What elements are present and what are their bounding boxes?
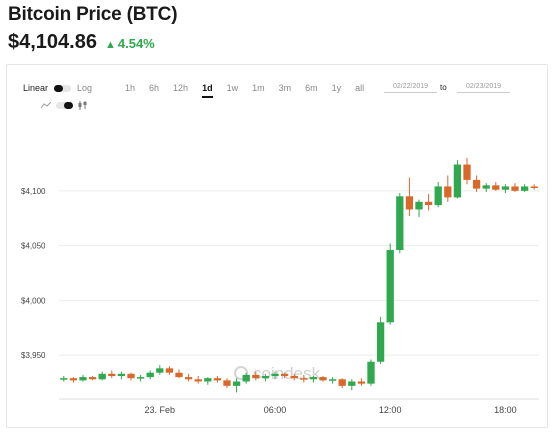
date-separator: to [440, 83, 447, 92]
candle-down[interactable] [88, 377, 97, 380]
candle-down[interactable] [472, 179, 481, 189]
x-tick-label: 06:00 [264, 405, 287, 415]
price-change-value: 4.54% [117, 36, 155, 51]
range-all[interactable]: all [355, 83, 365, 93]
candle-up[interactable] [396, 196, 404, 250]
candle-up[interactable] [242, 374, 250, 382]
date-to-input[interactable] [457, 83, 510, 93]
price-change: ▲ 4.54% [105, 36, 155, 51]
scale-switch[interactable] [54, 84, 72, 92]
watermark-text: coindesk [253, 364, 321, 383]
up-arrow-icon: ▲ [104, 39, 116, 51]
candle-down[interactable] [357, 381, 366, 384]
candle-down[interactable] [252, 374, 260, 379]
candle-up[interactable] [271, 373, 279, 376]
candle-down[interactable] [223, 380, 231, 386]
candle-up[interactable] [136, 377, 145, 379]
candle-down[interactable] [127, 373, 135, 379]
y-tick-label: $3,950 [21, 351, 46, 360]
candle-up[interactable] [520, 186, 529, 191]
range-12h[interactable]: 12h [173, 83, 189, 93]
candle-up[interactable] [482, 185, 490, 189]
candle-up[interactable] [98, 373, 106, 380]
candle-up[interactable] [328, 379, 337, 381]
candlestick-icon[interactable] [78, 101, 87, 110]
y-tick-label: $4,050 [21, 242, 46, 251]
line-chart-icon[interactable] [41, 102, 51, 109]
chart-panel: $3,950 $4,000 $4,050 $4,100 coindesk 23. Feb 0… [6, 64, 548, 428]
candle-up[interactable] [376, 322, 385, 362]
range-3m[interactable]: 3m [278, 83, 292, 93]
scale-toggle: Linear Log [23, 83, 92, 93]
range-1y[interactable]: 1y [331, 83, 342, 93]
range-selector: 1h 6h 12h 1d 1w 1m 3m 6m 1y all [125, 83, 378, 98]
candle-up[interactable] [348, 381, 356, 386]
candle-up[interactable] [367, 361, 375, 384]
candle-up[interactable] [309, 377, 318, 380]
candle-up[interactable] [204, 378, 212, 382]
candle-down[interactable] [424, 201, 433, 206]
range-1h[interactable]: 1h [125, 83, 136, 93]
y-tick-label: $4,100 [21, 187, 46, 196]
candle-up[interactable] [146, 372, 154, 378]
range-1m[interactable]: 1m [252, 83, 265, 93]
range-1d[interactable]: 1d [202, 83, 213, 98]
candle-down[interactable] [463, 164, 471, 180]
candle-up[interactable] [232, 381, 241, 386]
candle-up[interactable] [453, 164, 462, 198]
range-6h[interactable]: 6h [149, 83, 160, 93]
candle-down[interactable] [290, 375, 298, 379]
toggle-switch-icon[interactable] [56, 102, 73, 109]
candle-up[interactable] [501, 186, 510, 190]
price-chart[interactable]: $3,950 $4,000 $4,050 $4,100 coindesk 23. Feb 0… [7, 65, 547, 427]
candle-up[interactable] [386, 249, 394, 323]
current-price: $4,104.86 [8, 31, 97, 53]
candle-down[interactable] [194, 379, 202, 382]
candle-down[interactable] [175, 372, 183, 378]
candle-down[interactable] [492, 185, 500, 190]
candle-down[interactable] [530, 186, 538, 188]
date-from-input[interactable] [384, 83, 437, 93]
candle-down[interactable] [319, 377, 327, 381]
candle-down[interactable] [108, 373, 116, 376]
chart-type-toggle [41, 101, 87, 110]
range-1w[interactable]: 1w [226, 83, 239, 93]
candle-up[interactable] [434, 186, 442, 206]
price-row: $4,104.86 ▲ 4.54% [8, 31, 155, 54]
candle-up[interactable] [117, 373, 126, 376]
candle-down[interactable] [280, 373, 289, 376]
candle-up[interactable] [79, 377, 87, 381]
candle-down[interactable] [213, 378, 222, 381]
candle-down[interactable] [184, 377, 193, 380]
candle-up[interactable] [60, 378, 68, 380]
scale-linear-label[interactable]: Linear [23, 83, 49, 93]
candle-down[interactable] [300, 378, 308, 380]
page-title: Bitcoin Price (BTC) [8, 4, 178, 25]
candle-up[interactable] [415, 201, 423, 210]
coindesk-logo-icon [234, 366, 248, 380]
candle-down[interactable] [444, 186, 452, 198]
candle-down[interactable] [511, 186, 519, 191]
x-tick-label: 18:00 [494, 405, 517, 415]
candle-down[interactable] [69, 378, 78, 381]
candle-up[interactable] [156, 368, 164, 373]
x-tick-label: 12:00 [379, 405, 402, 415]
candle-up[interactable] [261, 375, 270, 379]
candle-down[interactable] [405, 196, 414, 210]
range-6m[interactable]: 6m [305, 83, 318, 93]
y-tick-label: $4,000 [21, 296, 46, 305]
candle-down[interactable] [338, 379, 346, 386]
scale-log-label[interactable]: Log [77, 83, 93, 93]
x-tick-label: 23. Feb [145, 405, 176, 415]
candle-down[interactable] [165, 368, 174, 373]
